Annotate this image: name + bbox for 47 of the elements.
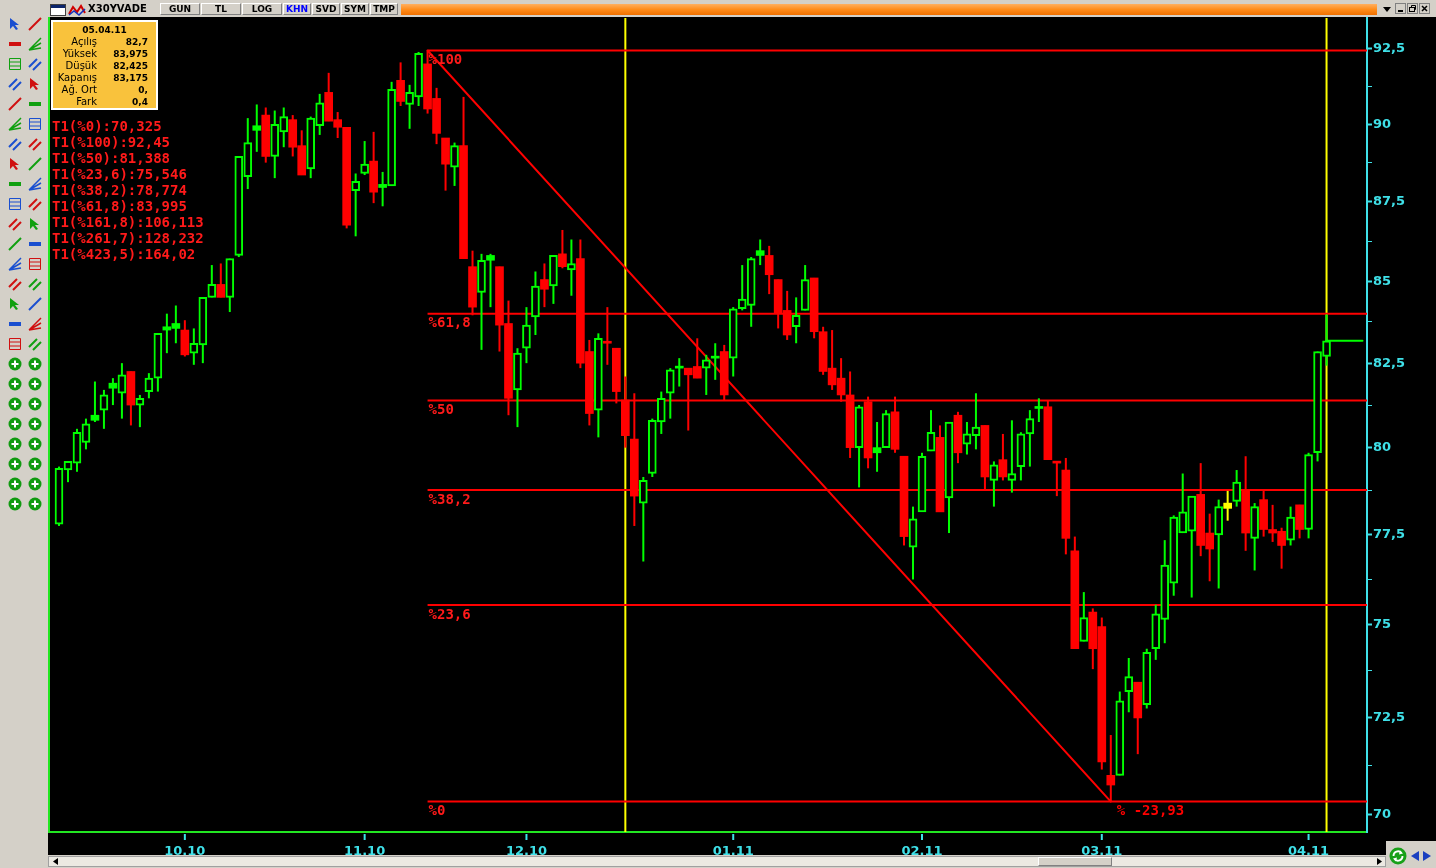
text: Ağ. Ort 0, bbox=[61, 84, 148, 95]
toolbar-button: SVD bbox=[312, 3, 340, 15]
y-tick-label: 92,5 bbox=[1373, 40, 1406, 56]
x-tick-label: 11.10 bbox=[344, 843, 386, 859]
y-tick-label: 75 bbox=[1373, 616, 1392, 632]
toolbar-button: TL bbox=[201, 3, 241, 15]
y-tick-label: 70 bbox=[1373, 805, 1392, 821]
y-tick-label: 82,5 bbox=[1373, 354, 1406, 370]
x-tick-label: 12.10 bbox=[505, 843, 548, 859]
text: Yüksek 83,975 bbox=[62, 48, 148, 59]
y-tick-label: 77,5 bbox=[1373, 526, 1406, 542]
text: Düşük 82,425 bbox=[65, 60, 148, 71]
annotation: %23,6 bbox=[428, 605, 471, 622]
text: Kapanış 83,175 bbox=[57, 72, 148, 83]
toolbar-button: TMP bbox=[370, 3, 398, 15]
x-tick-label: 03.11 bbox=[1081, 843, 1123, 859]
annotation: T1(%0):70,325 bbox=[52, 117, 162, 134]
annotation: T1(%261,7):128,232 bbox=[52, 229, 204, 246]
annotation: T1(%61,8):83,995 bbox=[52, 197, 187, 214]
x-tick-label: 10.10 bbox=[164, 843, 206, 859]
toolbar-button: LOG bbox=[242, 3, 282, 15]
annotation: T1(%50):81,388 bbox=[52, 149, 171, 166]
text: 05.04.11 bbox=[82, 25, 127, 35]
annotation: T1(%423,5):164,02 bbox=[52, 245, 196, 262]
chart-title: X30YVADE bbox=[88, 3, 147, 14]
x-tick-label: 02.11 bbox=[901, 843, 943, 859]
annotation: %50 bbox=[428, 401, 454, 418]
text: Açılış 82,7 bbox=[71, 36, 148, 47]
annotation: %61,8 bbox=[428, 314, 471, 331]
y-tick-label: 72,5 bbox=[1373, 709, 1406, 725]
annotation: %0 bbox=[428, 802, 446, 819]
x-tick-label: 01.11 bbox=[712, 843, 754, 859]
toolbar-button: GUN bbox=[160, 3, 200, 15]
annotation: T1(%100):92,45 bbox=[52, 133, 171, 150]
toolbar-button: KHN bbox=[283, 3, 311, 15]
text: Fark 0,4 bbox=[76, 96, 148, 107]
y-tick-label: 85 bbox=[1373, 272, 1392, 288]
y-tick-label: 80 bbox=[1373, 439, 1392, 455]
y-tick-label: 87,5 bbox=[1373, 192, 1406, 208]
annotation: T1(%23,6):75,546 bbox=[52, 165, 187, 182]
toolbar-button: SYM bbox=[341, 3, 369, 15]
x-tick-label: 04.11 bbox=[1288, 843, 1330, 859]
annotation: %38,2 bbox=[428, 490, 471, 507]
series-label: % -23,93 bbox=[1116, 802, 1185, 819]
y-tick-label: 90 bbox=[1373, 115, 1392, 131]
annotation: T1(%38,2):78,774 bbox=[52, 181, 187, 198]
annotation: T1(%161,8):106,113 bbox=[52, 213, 204, 230]
